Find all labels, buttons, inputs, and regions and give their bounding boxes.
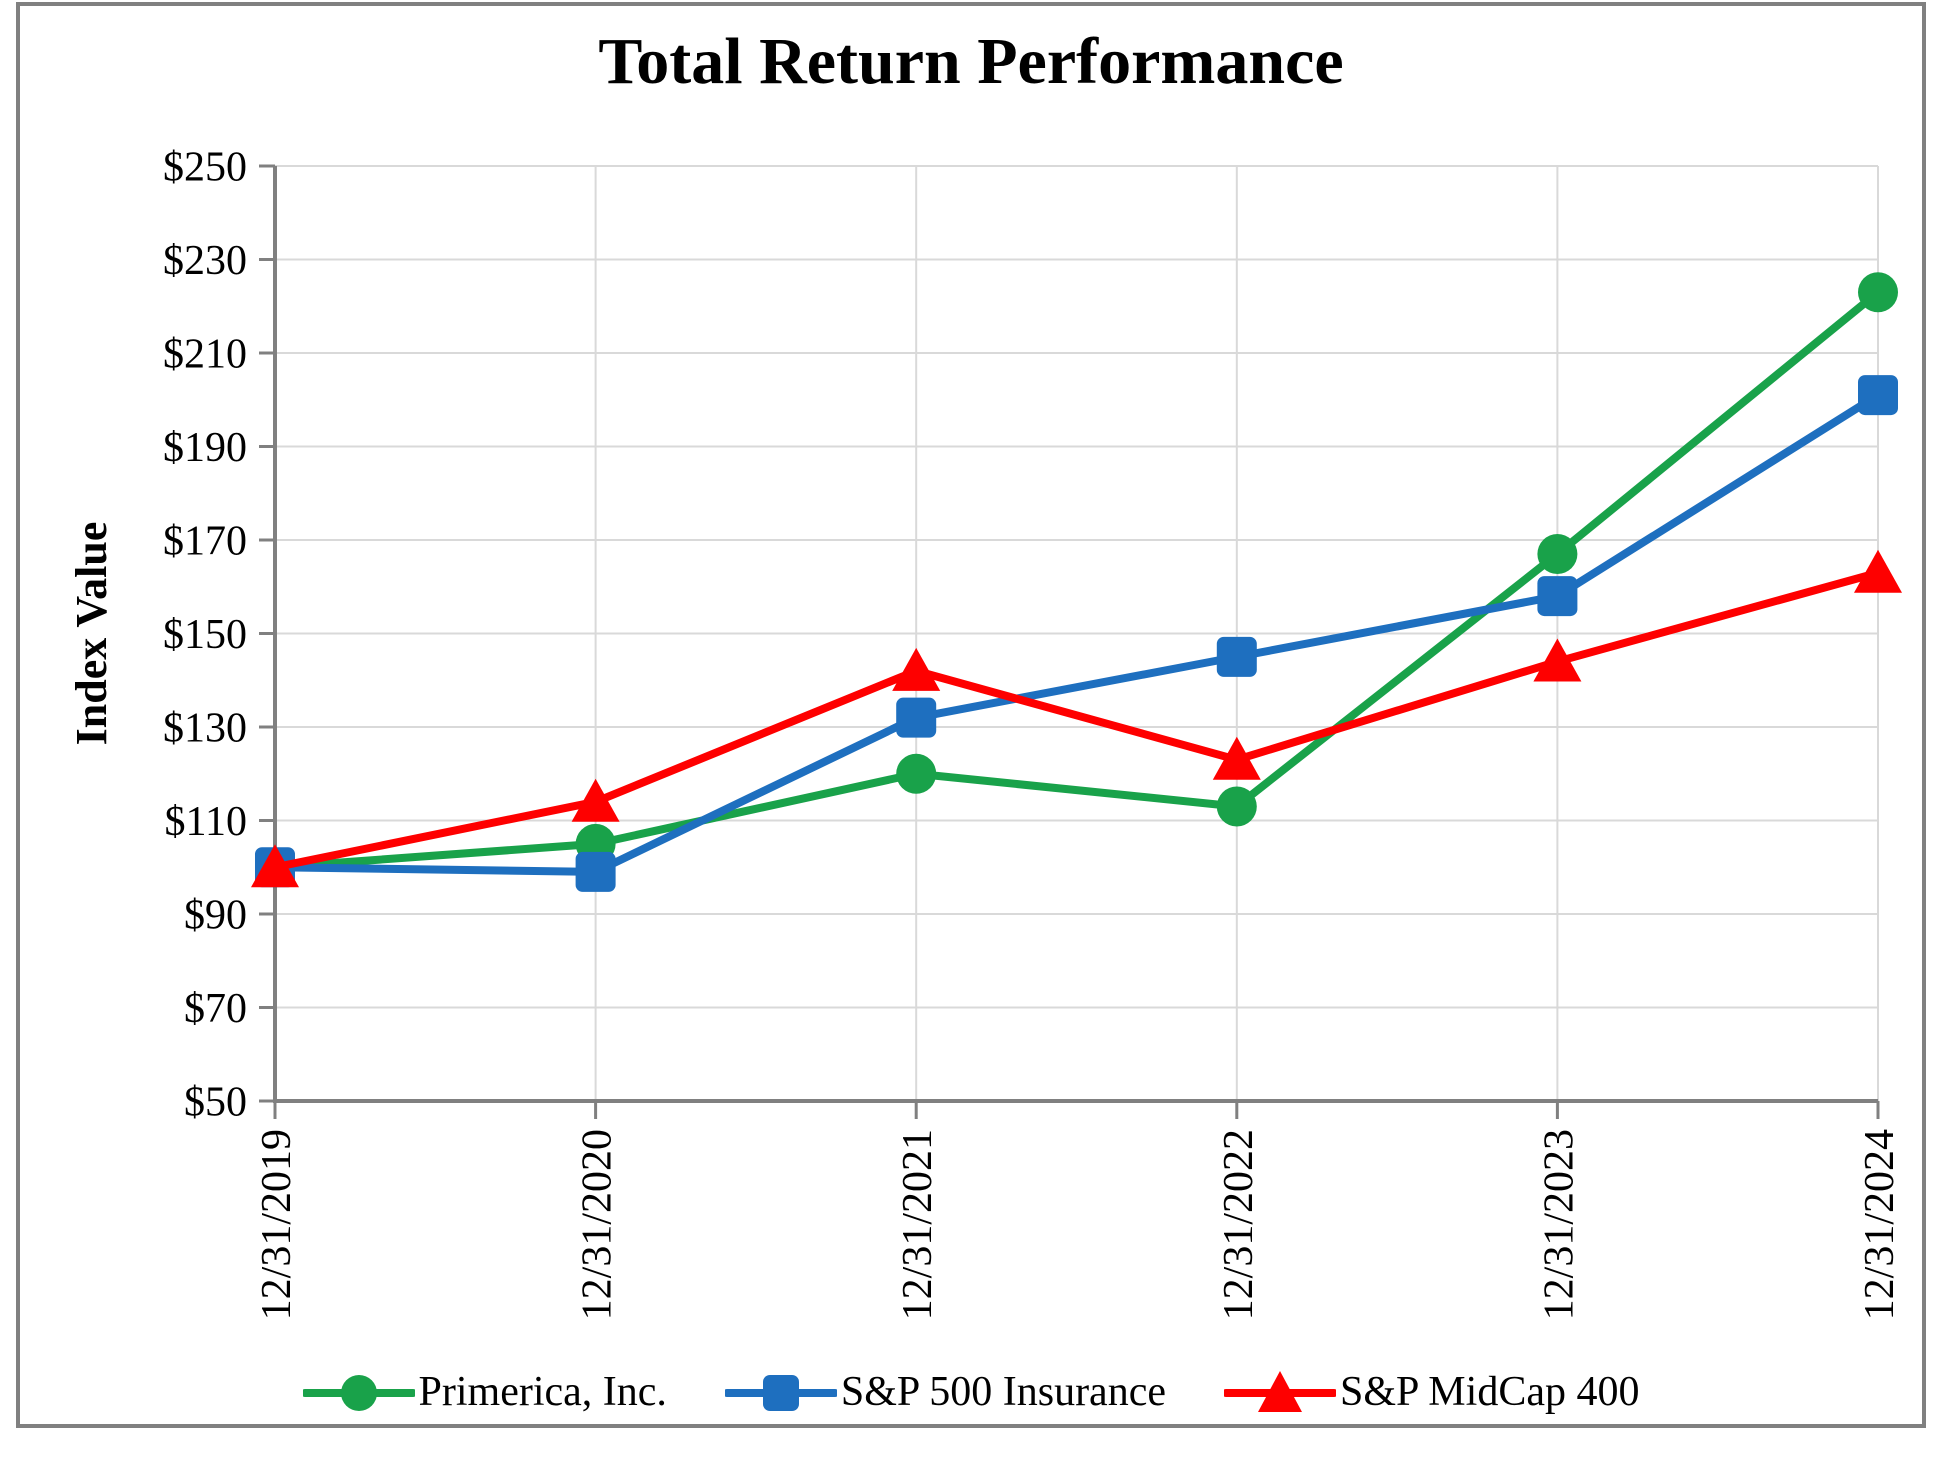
data-point-triangle: [1854, 549, 1902, 593]
circle-marker-icon: [302, 1375, 415, 1411]
gridlines: [275, 165, 1879, 1101]
data-point-square: [1858, 375, 1898, 416]
x-tick-label: 12/31/2020: [575, 1129, 621, 1320]
x-tick-label: 12/31/2023: [1536, 1129, 1582, 1320]
y-tick-label: $130: [163, 706, 247, 752]
y-axis-title: Index Value: [67, 522, 116, 746]
data-point-triangle: [1533, 638, 1582, 682]
x-tick-label: 12/31/2021: [895, 1129, 941, 1320]
y-tick-label: $70: [184, 986, 247, 1032]
data-point-square: [1216, 636, 1257, 677]
legend-item-sp-midcap-400: S&P MidCap 400: [1223, 1363, 1640, 1421]
series-line: [271, 568, 1882, 872]
y-tick-label: $250: [163, 145, 247, 191]
legend-label: S&P 500 Insurance: [840, 1369, 1166, 1415]
y-tick-label: $50: [184, 1080, 247, 1126]
x-tick-label: 12/31/2022: [1216, 1129, 1262, 1320]
data-point-circle: [1858, 272, 1898, 313]
triangle-marker-icon: [1223, 1371, 1336, 1412]
series-s-p-500-insurance: [255, 375, 1898, 892]
data-point-triangle: [1212, 736, 1261, 780]
square-marker-icon: [724, 1375, 837, 1411]
legend: Primerica, Inc. S&P 500 Insurance S&P Mi…: [20, 1354, 1922, 1430]
series-line: [271, 391, 1882, 876]
y-tick-label: $90: [184, 893, 247, 939]
legend-label: Primerica, Inc.: [418, 1369, 667, 1415]
legend-item-primerica-inc: Primerica, Inc.: [302, 1363, 667, 1421]
x-tick-label: 12/31/2024: [1857, 1129, 1903, 1320]
data-point-square: [896, 697, 937, 738]
y-tick-label: $150: [163, 612, 247, 658]
chart-frame: Total Return Performance $50 $70 $90 $110 $1…: [16, 2, 1926, 1428]
data-point-circle: [896, 753, 937, 794]
series-line: [271, 288, 1882, 872]
y-tick-label: $170: [163, 519, 247, 565]
legend-label: S&P MidCap 400: [1339, 1369, 1640, 1415]
chart-title: Total Return Performance: [598, 25, 1344, 98]
data-point-square: [1537, 576, 1578, 617]
y-tick-label: $210: [163, 332, 247, 378]
data-point-square: [575, 851, 616, 892]
axis-labels: $50 $70 $90 $110 $130 $150 $170 $190 $210 $230 $25…: [67, 145, 1903, 1321]
data-point-triangle: [892, 647, 941, 691]
data-point-circle: [1537, 534, 1578, 575]
legend-item-sp-500-insurance: S&P 500 Insurance: [724, 1363, 1166, 1421]
y-tick-label: $230: [163, 238, 247, 284]
y-tick-label: $190: [163, 425, 247, 471]
chart-canvas: $50 $70 $90 $110 $130 $150 $170 $190 $210 $230 $25…: [67, 145, 1903, 1321]
y-tick-label: $110: [165, 799, 247, 845]
data-point-circle: [1216, 786, 1257, 827]
x-tick-label: 12/31/2019: [254, 1129, 300, 1320]
data-point-triangle: [571, 778, 620, 822]
data-point-triangle: [251, 844, 299, 888]
series-s-p-midcap-400: [251, 549, 1902, 888]
axes: [259, 164, 1880, 1119]
series-primerica-inc: [255, 272, 1898, 888]
